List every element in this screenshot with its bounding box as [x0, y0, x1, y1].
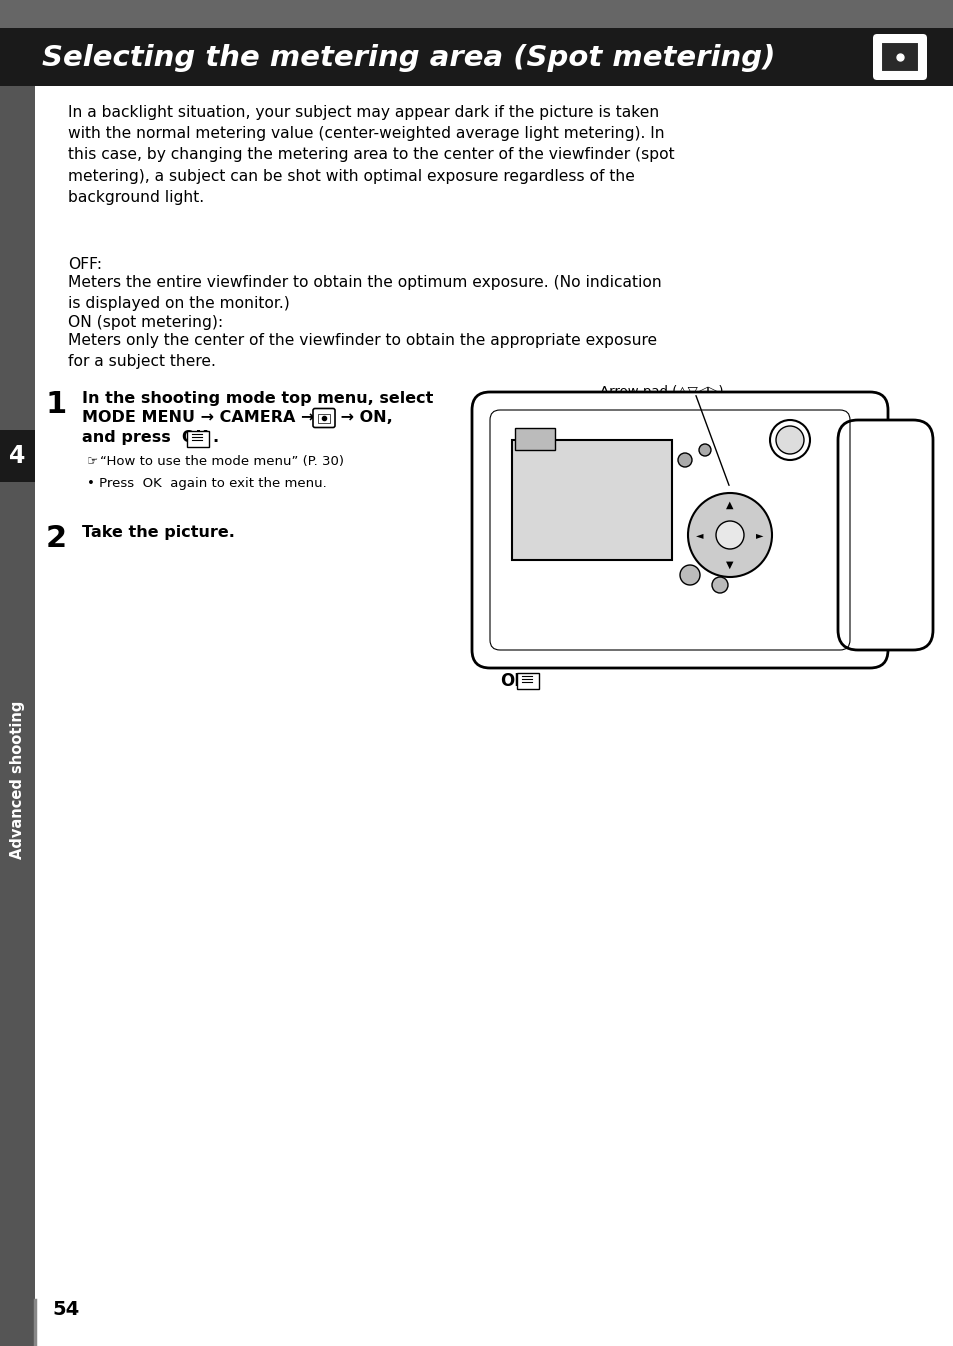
Bar: [0, 429, 35, 482]
Text: ON (spot metering):: ON (spot metering):: [68, 315, 223, 330]
FancyBboxPatch shape: [517, 673, 538, 689]
Text: ▼: ▼: [725, 560, 733, 569]
Text: 4: 4: [10, 444, 26, 468]
FancyBboxPatch shape: [872, 34, 926, 79]
Text: • Press  OK  again to exit the menu.: • Press OK again to exit the menu.: [87, 476, 327, 490]
Bar: [0, 0, 953, 28]
Circle shape: [699, 444, 710, 456]
Text: 1: 1: [46, 390, 67, 419]
Text: ☞: ☞: [87, 455, 98, 468]
Text: ▲: ▲: [725, 499, 733, 510]
Circle shape: [687, 493, 771, 577]
Text: Selecting the metering area (Spot metering): Selecting the metering area (Spot meteri…: [42, 44, 775, 71]
FancyBboxPatch shape: [317, 413, 330, 423]
Text: MODE MENU → CAMERA →: MODE MENU → CAMERA →: [82, 411, 319, 425]
Circle shape: [678, 454, 691, 467]
Circle shape: [769, 420, 809, 460]
Text: Advanced shooting: Advanced shooting: [10, 701, 25, 859]
Bar: [0, 28, 953, 86]
Bar: [0, 86, 35, 1346]
Text: ◄: ◄: [696, 530, 703, 540]
Text: Meters the entire viewfinder to obtain the optimum exposure. (No indication
is d: Meters the entire viewfinder to obtain t…: [68, 275, 661, 311]
Text: ►: ►: [756, 530, 763, 540]
FancyBboxPatch shape: [880, 42, 918, 71]
Text: Arrow pad (△▽◁▷): Arrow pad (△▽◁▷): [599, 385, 722, 398]
Text: .: .: [212, 429, 218, 446]
Text: and press  OK: and press OK: [82, 429, 208, 446]
Text: OK: OK: [499, 672, 527, 690]
FancyBboxPatch shape: [187, 431, 209, 447]
Text: 2: 2: [46, 524, 67, 553]
Circle shape: [775, 425, 803, 454]
Text: “How to use the mode menu” (P. 30): “How to use the mode menu” (P. 30): [100, 455, 344, 468]
FancyBboxPatch shape: [837, 420, 932, 650]
Text: 54: 54: [52, 1300, 79, 1319]
Text: In a backlight situation, your subject may appear dark if the picture is taken
w: In a backlight situation, your subject m…: [68, 105, 674, 205]
Bar: [515, 428, 555, 450]
Text: → ON,: → ON,: [335, 411, 393, 425]
Circle shape: [711, 577, 727, 594]
Text: In the shooting mode top menu, select: In the shooting mode top menu, select: [82, 390, 433, 406]
Text: Take the picture.: Take the picture.: [82, 525, 234, 540]
Circle shape: [716, 521, 743, 549]
FancyBboxPatch shape: [472, 392, 887, 668]
FancyBboxPatch shape: [313, 408, 335, 428]
Text: Meters only the center of the viewfinder to obtain the appropriate exposure
for : Meters only the center of the viewfinder…: [68, 332, 657, 369]
Text: OFF:: OFF:: [68, 257, 102, 272]
Circle shape: [679, 565, 700, 586]
Bar: [512, 440, 671, 560]
